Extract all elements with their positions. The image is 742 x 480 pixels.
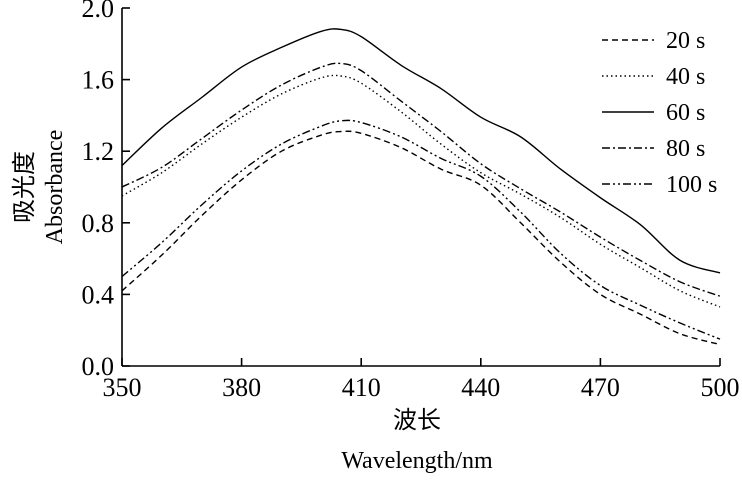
series-line-20s — [121, 130, 721, 346]
legend-label: 60 s — [666, 100, 705, 126]
y-axis-title-en: Absorbance — [42, 130, 68, 245]
y-tick-label: 0.8 — [82, 209, 115, 238]
x-tick-label: 410 — [342, 373, 381, 402]
x-tick-label: 350 — [103, 373, 142, 402]
series-line-80s — [121, 62, 721, 297]
x-tick-label: 440 — [461, 373, 500, 402]
y-tick-label: 0.4 — [82, 280, 115, 309]
y-tick-label: 1.6 — [82, 66, 115, 95]
legend-label: 40 s — [666, 64, 705, 90]
legend-label: 80 s — [666, 136, 705, 162]
x-axis-title-cn: 波长 — [393, 406, 441, 434]
y-tick-label: 2.0 — [82, 0, 115, 23]
x-tick-label: 500 — [701, 373, 740, 402]
series-line-100s — [121, 119, 721, 340]
x-tick-label: 470 — [581, 373, 620, 402]
y-tick-label: 0.0 — [82, 352, 115, 381]
x-tick-label: 380 — [222, 373, 261, 402]
x-axis-title-en: Wavelength/nm — [341, 448, 493, 474]
y-tick-label: 1.2 — [82, 137, 115, 166]
series-line-60s — [121, 28, 721, 274]
legend-label: 100 s — [666, 172, 717, 198]
y-axis-title-cn: 吸光度 — [10, 151, 38, 223]
series-line-40s — [121, 74, 721, 308]
legend-label: 20 s — [666, 28, 705, 54]
